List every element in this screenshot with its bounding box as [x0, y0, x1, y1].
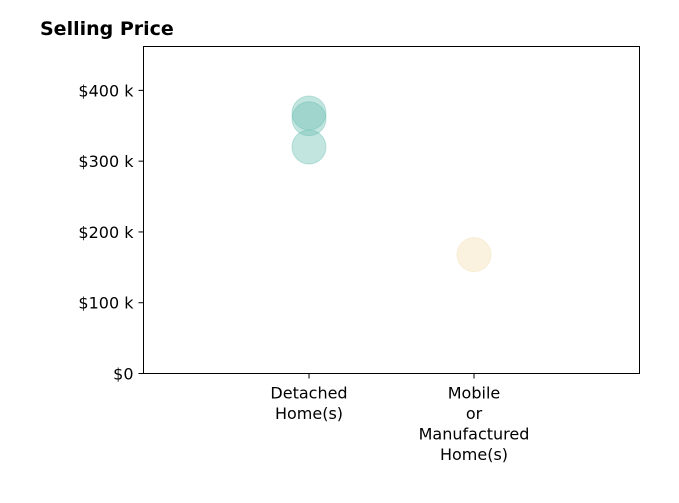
x-tick-label-line: Home(s) [275, 404, 343, 423]
x-tick-label-line: or [466, 404, 483, 423]
y-axis: $0 $100 k $200 k $300 k $400 k [78, 81, 144, 384]
data-point [291, 101, 327, 137]
data-point [456, 237, 492, 273]
x-tick-label-line: Mobile [448, 384, 500, 403]
y-tick-label: $100 k [78, 294, 134, 313]
x-tick-label-line: Manufactured [419, 425, 530, 444]
data-point [291, 129, 327, 165]
y-tick-label: $300 k [78, 152, 134, 171]
x-tick-label: Detached Home(s) [270, 384, 347, 424]
y-tick-label: $400 k [78, 81, 134, 100]
x-tick-label: Mobile or Manufactured Home(s) [419, 384, 530, 465]
y-tick-label: $0 [113, 365, 133, 384]
y-tick-label: $200 k [78, 223, 134, 242]
x-tick-label-line: Detached [270, 384, 347, 403]
data-points [291, 95, 492, 273]
chart-title: Selling Price [40, 18, 174, 40]
x-axis: Detached Home(s)Mobile or Manufactured Home(… [270, 373, 530, 465]
data-point [291, 95, 327, 131]
plot-area [143, 46, 640, 374]
x-tick-label-line: Home(s) [440, 445, 508, 464]
